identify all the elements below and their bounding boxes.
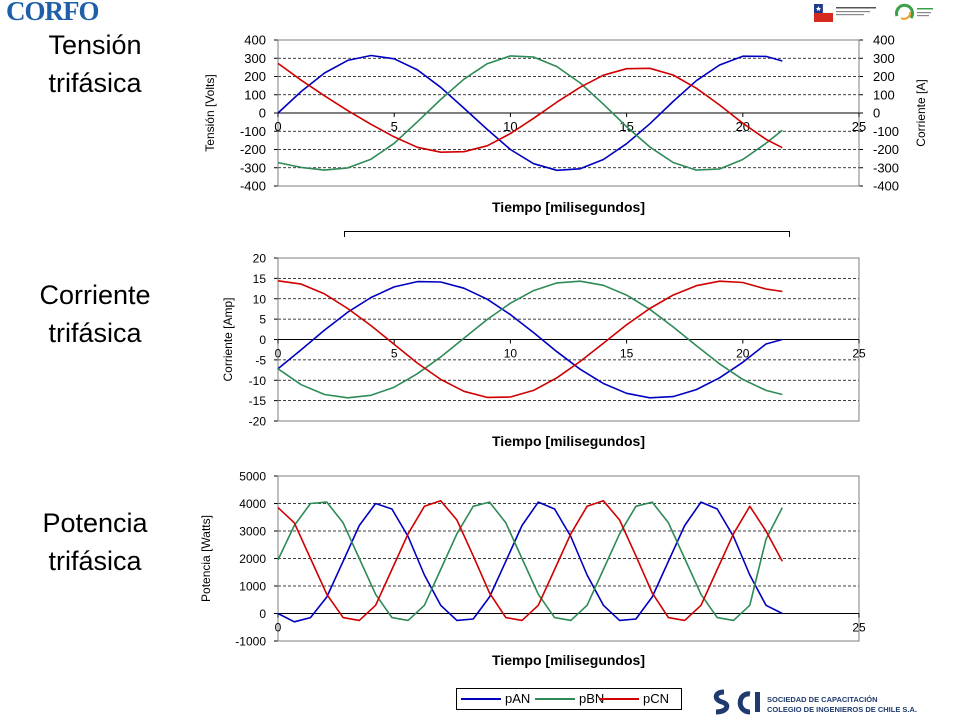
legend-label-pan: pAN bbox=[505, 691, 531, 706]
y-tick-label: 0 bbox=[259, 607, 266, 621]
y-tick-label: 4000 bbox=[239, 497, 266, 511]
x-tick-label: 25 bbox=[852, 119, 866, 134]
legend-swatch-pan bbox=[461, 698, 501, 700]
y-axis-title: Potencia [Watts] bbox=[199, 515, 213, 602]
y-tick-label: 15 bbox=[253, 272, 267, 286]
x-tick-label: 10 bbox=[503, 119, 517, 134]
y-tick-label: -200 bbox=[240, 142, 266, 157]
y-tick-label: 2000 bbox=[239, 552, 266, 566]
y2-tick-label: 200 bbox=[873, 69, 895, 84]
y2-tick-label: -300 bbox=[873, 160, 899, 175]
x-axis-title: Tiempo [milisegundos] bbox=[492, 199, 645, 215]
series-line-0 bbox=[277, 501, 783, 623]
gobierno-chile-logo bbox=[814, 3, 876, 22]
y-tick-label: -1000 bbox=[235, 635, 266, 649]
x-axis-title: Tiempo [milisegundos] bbox=[492, 433, 645, 449]
y-tick-label: 400 bbox=[244, 33, 266, 48]
legend-label-pcn: pCN bbox=[643, 691, 670, 706]
chart-1: 20 15 10 5 0 -5 -10 -15 -20 0 5 10 15 20 25 Tiempo [mil… bbox=[221, 252, 866, 450]
potencia-label: Potencia trifásica bbox=[20, 504, 170, 580]
potencia-label-line1: Potencia bbox=[42, 508, 148, 538]
y-tick-label: -15 bbox=[249, 394, 267, 408]
y-tick-label: 5 bbox=[259, 313, 266, 327]
y-tick-label: 200 bbox=[244, 69, 266, 84]
series-line-1 bbox=[277, 501, 784, 622]
y-tick-label: 0 bbox=[259, 106, 266, 121]
x-tick-label: 15 bbox=[620, 347, 634, 361]
chart-2: 5000 4000 3000 2000 1000 0 -1000 0 25 Tiempo [mil… bbox=[199, 470, 866, 669]
y2-tick-label: -100 bbox=[873, 124, 899, 139]
x-tick-label: 5 bbox=[391, 119, 398, 134]
y-tick-label: -100 bbox=[240, 124, 266, 139]
x-axis-title: Tiempo [milisegundos] bbox=[492, 652, 645, 668]
y-tick-label: 3000 bbox=[239, 525, 266, 539]
y2-tick-label: -400 bbox=[873, 179, 899, 194]
x-tick-label: 0 bbox=[274, 119, 281, 134]
legend-swatch-pbn bbox=[535, 698, 575, 700]
tension-label-line1: Tensión bbox=[48, 30, 142, 60]
x-tick-label: 10 bbox=[504, 347, 518, 361]
legend: pAN pBN pCN bbox=[456, 688, 682, 710]
y2-tick-label: 0 bbox=[873, 106, 880, 121]
series-line-2 bbox=[277, 62, 783, 153]
corriente-label-line2: trifásica bbox=[48, 318, 142, 348]
y-tick-label: 10 bbox=[253, 292, 267, 306]
series-line-0 bbox=[277, 54, 783, 172]
x-tick-label: 25 bbox=[852, 347, 866, 361]
x-tick-label: 0 bbox=[275, 347, 282, 361]
y-axis-title: Corriente [Amp] bbox=[221, 297, 235, 381]
y-tick-label: 1000 bbox=[239, 580, 266, 594]
y-tick-label: 0 bbox=[259, 333, 266, 347]
y-axis-title: Tensión [Volts] bbox=[203, 74, 217, 151]
y2-tick-label: 300 bbox=[873, 51, 895, 66]
y-tick-label: 20 bbox=[253, 252, 267, 266]
x-tick-label: 5 bbox=[391, 347, 398, 361]
x-tick-label: 20 bbox=[736, 119, 750, 134]
y2-tick-label: -200 bbox=[873, 142, 899, 157]
y-tick-label: -300 bbox=[240, 160, 266, 175]
tension-label: Tensión trifásica bbox=[20, 26, 170, 102]
x-tick-label: 25 bbox=[852, 621, 866, 635]
series-line-0 bbox=[277, 280, 783, 399]
scci-line2: COLEGIO DE INGENIEROS DE CHILE S.A. bbox=[767, 705, 918, 714]
legend-label-pbn: pBN bbox=[579, 691, 605, 706]
y-tick-label: -400 bbox=[240, 179, 266, 194]
series-line-1 bbox=[277, 280, 783, 399]
y-tick-label: -5 bbox=[255, 353, 266, 367]
y2-tick-label: 100 bbox=[873, 87, 895, 102]
series-line-1 bbox=[277, 55, 783, 171]
scci-line1: SOCIEDAD DE CAPACITACIÓN bbox=[767, 695, 878, 704]
legend-swatch-pcn bbox=[599, 698, 639, 700]
y-tick-label: -10 bbox=[249, 374, 267, 388]
y2-tick-label: 400 bbox=[873, 33, 895, 48]
y-tick-label: 5000 bbox=[239, 470, 266, 484]
series-line-2 bbox=[277, 280, 783, 399]
y-tick-label: 300 bbox=[244, 51, 266, 66]
bracket-line bbox=[344, 231, 790, 237]
scci-logo: SOCIEDAD DE CAPACITACIÓN COLEGIO DE INGE… bbox=[710, 686, 950, 718]
y2-axis-title: Corriente [A] bbox=[914, 79, 928, 146]
series-line-2 bbox=[277, 499, 784, 622]
corriente-label-line1: Corriente bbox=[39, 280, 151, 310]
corfo-logo: CORFO bbox=[6, 0, 99, 26]
x-tick-label: 20 bbox=[736, 347, 750, 361]
ambiente-logo bbox=[895, 3, 933, 20]
y-tick-label: 100 bbox=[244, 87, 266, 102]
tension-label-line2: trifásica bbox=[48, 68, 142, 98]
scci-mark-icon bbox=[713, 689, 760, 715]
potencia-label-line2: trifásica bbox=[48, 546, 142, 576]
x-tick-label: 0 bbox=[275, 621, 282, 635]
y-tick-label: -20 bbox=[249, 415, 267, 429]
corriente-label: Corriente trifásica bbox=[20, 276, 170, 352]
